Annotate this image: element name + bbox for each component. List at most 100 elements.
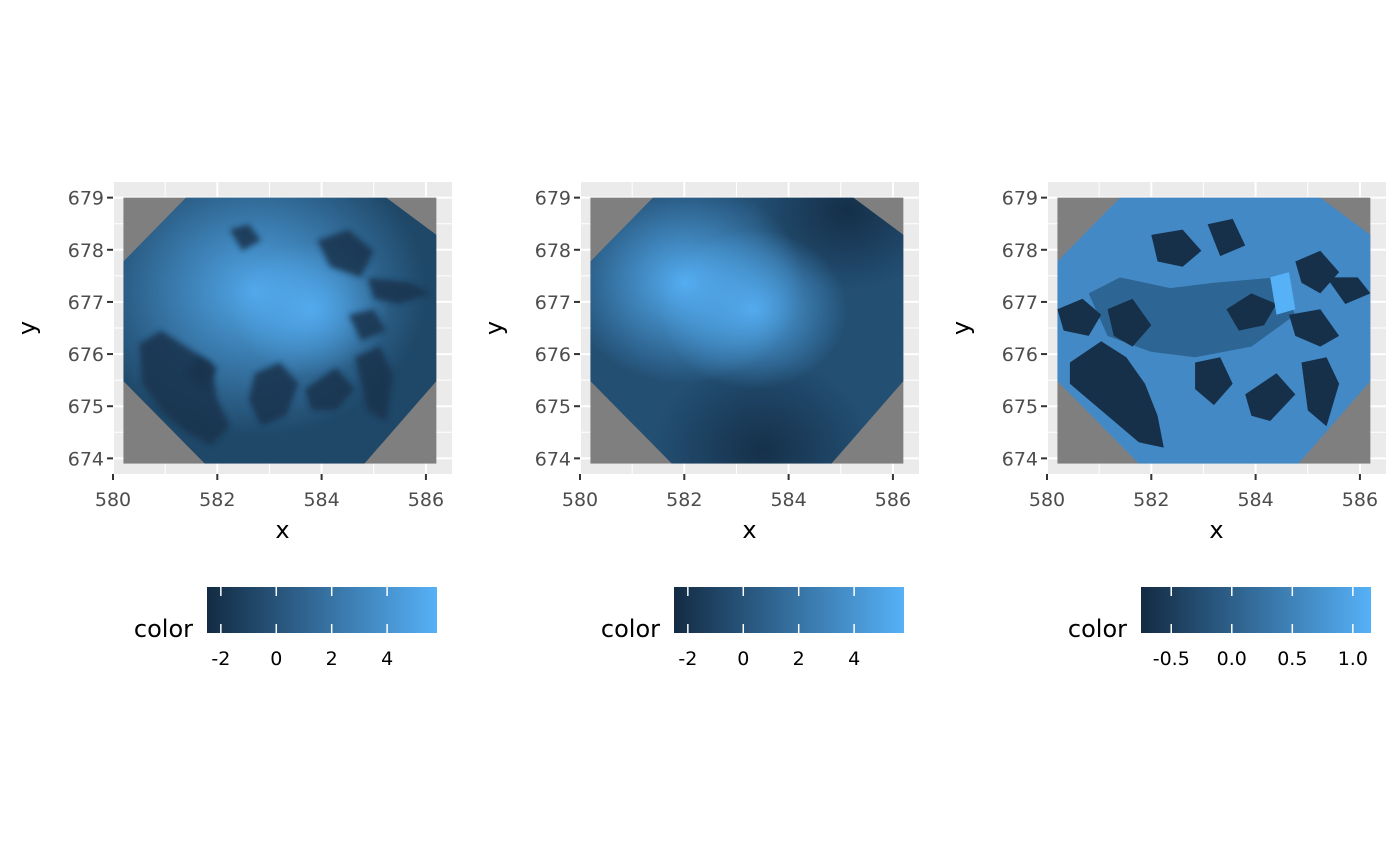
y-tick-label: 677 [535, 292, 571, 314]
x-tick-label: 580 [562, 489, 598, 511]
y-tick-label: 676 [68, 344, 104, 366]
raster-surface [1057, 197, 1371, 464]
panel-3-x-ticks: 580 582 584 586 [1029, 474, 1378, 511]
y-tick-label: 679 [535, 188, 571, 210]
raster-surface [123, 197, 437, 464]
legend-label: 4 [381, 648, 393, 670]
panel-1-legend-colorbar [207, 587, 437, 633]
panel-2-legend-title: color [601, 615, 660, 643]
raster-high-core [123, 197, 437, 464]
legend-label: 1.0 [1338, 648, 1368, 670]
legend-label: 0 [270, 648, 282, 670]
panel-1-plot: 580 582 584 586 674 675 676 677 678 679 x y [13, 182, 452, 544]
panel-2-y-axis-title: y [480, 321, 508, 335]
x-tick-label: 582 [1133, 489, 1169, 511]
raster-low-patch [1326, 277, 1371, 304]
legend-label: 4 [848, 648, 860, 670]
raster-low-patch [367, 277, 431, 304]
x-tick-label: 584 [770, 489, 806, 511]
x-tick-label: 586 [875, 489, 911, 511]
raster-low-patch [317, 229, 374, 278]
y-tick-label: 677 [68, 292, 104, 314]
y-tick-label: 675 [68, 396, 104, 418]
y-tick-label: 674 [535, 448, 571, 470]
panel-3-y-axis-title: y [947, 321, 975, 335]
raster-low-patch [186, 357, 218, 390]
panel-3-legend-title: color [1068, 615, 1127, 643]
raster-low-patch [1057, 298, 1102, 336]
raster-low-patch [248, 362, 299, 427]
panel-3-plot: 580 582 584 586 674 675 676 677 678 679 x y [947, 182, 1386, 544]
panel-3-x-axis-title: x [1209, 516, 1223, 544]
raster-low-patch [348, 309, 387, 342]
panel-3: 580 582 584 586 674 675 676 677 678 679 x y colo… [947, 182, 1386, 670]
x-tick-label: 584 [1237, 489, 1273, 511]
raster-low-patch [355, 346, 393, 421]
panel-1-raster [123, 197, 437, 464]
raster-low-patch [304, 367, 355, 411]
x-tick-label: 584 [303, 489, 339, 511]
x-tick-label: 582 [666, 489, 702, 511]
legend-label: 2 [793, 648, 805, 670]
panel-1-x-axis-title: x [275, 516, 289, 544]
panel-1-y-ticks: 674 675 676 677 678 679 [68, 188, 113, 470]
raster-low-patch [1107, 298, 1152, 347]
legend-label: 0 [737, 648, 749, 670]
y-tick-label: 678 [1002, 240, 1038, 262]
raster-low-patch [229, 224, 262, 251]
x-tick-label: 586 [408, 489, 444, 511]
legend-label: 0.0 [1217, 648, 1247, 670]
y-tick-label: 679 [1002, 188, 1038, 210]
legend-label: 2 [326, 648, 338, 670]
panel-2-x-ticks: 580 582 584 586 [562, 474, 911, 511]
panel-1-x-ticks: 580 582 584 586 [95, 474, 444, 511]
x-tick-label: 580 [95, 489, 131, 511]
panel-1-legend-ticks: -2 0 2 4 [211, 587, 393, 670]
panel-2-plot: 580 582 584 586 674 675 676 677 678 679 x y [480, 182, 919, 544]
x-tick-label: 586 [1342, 489, 1378, 511]
raster-low-patch [1207, 218, 1246, 257]
raster-low-patch [1289, 309, 1340, 347]
legend-label: -2 [211, 648, 230, 670]
panel-1-legend: color -2 0 2 4 [134, 587, 437, 670]
panel-2-legend: color -2 0 2 4 [601, 587, 904, 670]
x-tick-label: 582 [199, 489, 235, 511]
panel-3-y-ticks: 674 675 676 677 678 679 [1002, 188, 1047, 470]
panel-2-x-axis-title: x [742, 516, 756, 544]
panel-3-raster [1057, 197, 1371, 464]
raster-low-patch [139, 330, 230, 445]
raster-low-patch [1151, 229, 1202, 267]
y-tick-label: 677 [1002, 292, 1038, 314]
y-tick-label: 678 [535, 240, 571, 262]
panel-2-legend-colorbar [674, 587, 904, 633]
panel-1-legend-title: color [134, 615, 193, 643]
raster-low-patch [1069, 341, 1164, 448]
y-tick-label: 674 [1002, 448, 1038, 470]
raster-high-region [590, 197, 904, 464]
raster-low-patch [1226, 293, 1277, 331]
raster-low-patch [1245, 373, 1296, 421]
panel-3-legend: color -0.5 0.0 0.5 1.0 [1068, 587, 1371, 670]
y-tick-label: 675 [535, 396, 571, 418]
legend-label: -0.5 [1153, 648, 1190, 670]
raster-high-patch [1270, 272, 1296, 315]
panel-1-y-axis-title: y [13, 321, 41, 335]
y-tick-label: 675 [1002, 396, 1038, 418]
panel-2-raster [590, 197, 904, 464]
y-tick-label: 678 [68, 240, 104, 262]
panel-2-y-ticks: 674 675 676 677 678 679 [535, 188, 580, 470]
y-tick-label: 676 [1002, 344, 1038, 366]
legend-label: -2 [678, 648, 697, 670]
raster-low-patch [1295, 250, 1340, 294]
raster-low-patch [1301, 357, 1340, 427]
legend-label: 0.5 [1277, 648, 1307, 670]
panel-3-legend-ticks: -0.5 0.0 0.5 1.0 [1153, 587, 1368, 670]
y-tick-label: 679 [68, 188, 104, 210]
y-tick-label: 674 [68, 448, 104, 470]
panel-2-legend-ticks: -2 0 2 4 [678, 587, 860, 670]
panel-2: 580 582 584 586 674 675 676 677 678 679 x y colo… [480, 182, 919, 670]
y-tick-label: 676 [535, 344, 571, 366]
panel-1: 580 582 584 586 674 675 676 677 678 679 x y colo… [13, 182, 452, 670]
raster-low-patch [1195, 357, 1233, 406]
